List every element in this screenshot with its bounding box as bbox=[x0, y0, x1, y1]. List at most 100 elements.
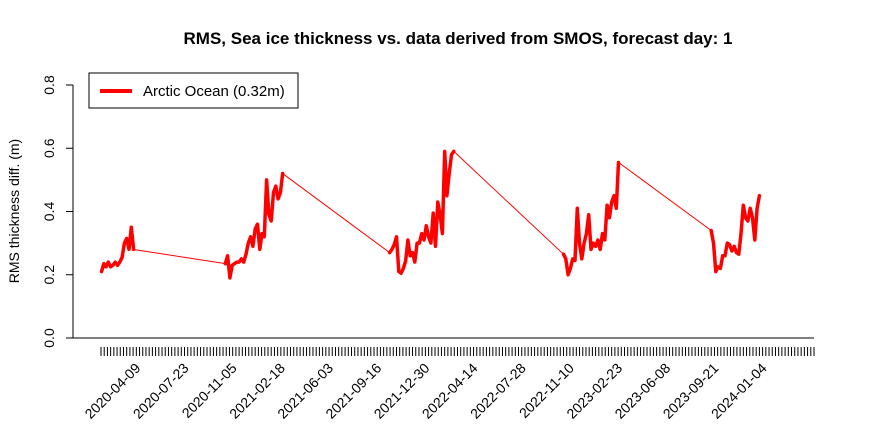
data-point bbox=[576, 207, 579, 210]
data-point bbox=[251, 245, 255, 248]
data-point bbox=[263, 235, 266, 238]
y-tick-label: 0.8 bbox=[41, 75, 57, 95]
data-point bbox=[244, 252, 248, 256]
data-point bbox=[409, 254, 412, 257]
data-point bbox=[235, 260, 239, 264]
data-point bbox=[573, 259, 577, 262]
data-point bbox=[270, 219, 273, 223]
y-axis: 0.0 0.2 0.4 0.6 0.8 RMS thickness diff. (m) bbox=[6, 75, 74, 348]
data-point bbox=[281, 172, 284, 175]
x-tick-labels: 2020-04-092020-07-232020-11-052021-02-18… bbox=[81, 360, 769, 422]
data-point bbox=[118, 260, 122, 264]
data-point bbox=[406, 238, 410, 242]
data-point bbox=[127, 248, 131, 251]
series-line bbox=[709, 193, 762, 274]
data-point bbox=[571, 257, 574, 261]
data-point bbox=[397, 270, 400, 273]
data-point bbox=[719, 267, 722, 270]
data-point bbox=[420, 232, 423, 235]
x-ticks bbox=[100, 347, 815, 356]
series-line bbox=[387, 149, 456, 275]
y-tick-label: 0.4 bbox=[41, 202, 57, 222]
data-point bbox=[233, 262, 236, 265]
data-point bbox=[109, 265, 112, 269]
data-point bbox=[746, 219, 750, 223]
data-point bbox=[267, 213, 271, 216]
data-point bbox=[125, 237, 128, 240]
data-point bbox=[253, 227, 257, 231]
data-point bbox=[601, 232, 604, 235]
data-point bbox=[231, 264, 234, 267]
data-point bbox=[260, 232, 264, 235]
data-point bbox=[100, 270, 103, 273]
data-point bbox=[427, 235, 430, 238]
data-point bbox=[612, 194, 616, 197]
data-point bbox=[596, 238, 600, 242]
data-point bbox=[732, 245, 736, 248]
data-point bbox=[569, 267, 572, 270]
data-point bbox=[390, 248, 394, 251]
data-point bbox=[431, 211, 435, 215]
series-gap-connector bbox=[282, 173, 390, 254]
data-point bbox=[237, 260, 241, 264]
data-point bbox=[249, 235, 252, 238]
data-point bbox=[114, 260, 117, 264]
data-point bbox=[418, 241, 421, 245]
data-point bbox=[422, 238, 426, 242]
data-point bbox=[592, 241, 595, 245]
data-point bbox=[617, 161, 620, 164]
data-point bbox=[388, 251, 391, 254]
data-point bbox=[605, 203, 609, 207]
y-tick-label: 0.2 bbox=[41, 265, 57, 285]
data-point bbox=[742, 203, 745, 207]
data-point bbox=[247, 241, 250, 245]
y-tick-label: 0.6 bbox=[41, 138, 57, 158]
data-point bbox=[566, 273, 570, 276]
data-point bbox=[721, 254, 724, 257]
data-point bbox=[758, 194, 761, 197]
legend-label: Arctic Ocean (0.32m) bbox=[143, 83, 285, 100]
data-point bbox=[415, 241, 419, 245]
data-point bbox=[438, 213, 442, 216]
data-point bbox=[425, 224, 428, 227]
data-point bbox=[120, 256, 124, 259]
data-point bbox=[107, 260, 110, 264]
data-point bbox=[580, 257, 584, 261]
data-point bbox=[712, 241, 715, 245]
data-point bbox=[102, 262, 105, 265]
data-point bbox=[411, 251, 414, 254]
series-gap-connector bbox=[453, 151, 564, 255]
data-point bbox=[272, 191, 275, 194]
data-point bbox=[392, 243, 396, 246]
data-point bbox=[726, 241, 729, 245]
data-point bbox=[445, 194, 449, 197]
data-point bbox=[274, 185, 278, 188]
data-point bbox=[441, 232, 444, 235]
data-point bbox=[594, 245, 597, 248]
legend: Arctic Ocean (0.32m) bbox=[88, 72, 299, 109]
data-point bbox=[228, 276, 232, 280]
data-point bbox=[564, 257, 567, 261]
data-point bbox=[132, 248, 135, 251]
data-point bbox=[116, 264, 119, 267]
data-point bbox=[443, 150, 446, 153]
data-point bbox=[728, 243, 731, 246]
data-point bbox=[258, 248, 261, 251]
series-gap-connector bbox=[618, 162, 712, 231]
data-point bbox=[608, 216, 611, 220]
data-point bbox=[585, 232, 588, 235]
data-point bbox=[587, 213, 590, 216]
data-point bbox=[452, 150, 456, 153]
data-point bbox=[714, 270, 718, 273]
data-point bbox=[716, 265, 720, 269]
data-point bbox=[404, 259, 407, 262]
data-point bbox=[279, 191, 282, 194]
data-point bbox=[130, 226, 133, 229]
data-point bbox=[723, 254, 727, 257]
data-point bbox=[562, 252, 565, 256]
data-point bbox=[450, 153, 453, 156]
series-line bbox=[561, 160, 621, 277]
data-point bbox=[240, 257, 243, 261]
chart-title: RMS, Sea ice thickness vs. data derived … bbox=[184, 29, 733, 48]
